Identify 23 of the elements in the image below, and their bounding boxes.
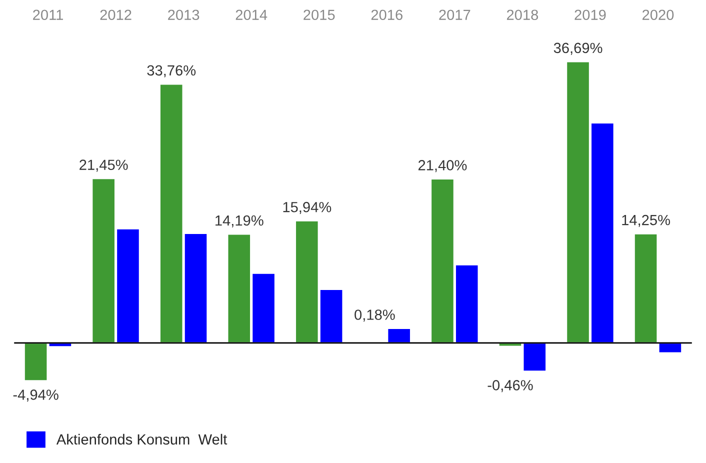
data-label: 36,69% (554, 42, 602, 55)
data-label: 15,94% (283, 202, 332, 214)
x-tick-label: 2014 (236, 10, 268, 20)
x-tick-label: 2012 (100, 10, 132, 20)
data-label: 0,18% (354, 310, 395, 322)
x-tick-label: 2017 (439, 10, 470, 20)
data-label: 33,76% (147, 65, 196, 78)
data-label: 21,45% (80, 160, 128, 172)
data-label: 14,25% (622, 214, 670, 227)
data-label: -4,94% (13, 390, 58, 402)
x-tick-label: 2016 (371, 10, 402, 20)
x-tick-label: 2018 (506, 10, 538, 20)
data-label: 21,40% (418, 160, 467, 172)
data-label: 14,19% (216, 215, 264, 228)
data-label: -0,46% (488, 380, 533, 392)
x-tick-label: 2013 (168, 10, 200, 20)
bar (386, 328, 412, 344)
legend-label: Aktienfonds Konsum Welt (56, 434, 228, 445)
bar (634, 232, 658, 344)
x-tick-label: 2020 (642, 10, 674, 20)
x-tick-label: 2015 (304, 10, 335, 20)
x-tick-label: 2011 (33, 10, 63, 20)
x-tick-label: 2019 (574, 10, 606, 20)
